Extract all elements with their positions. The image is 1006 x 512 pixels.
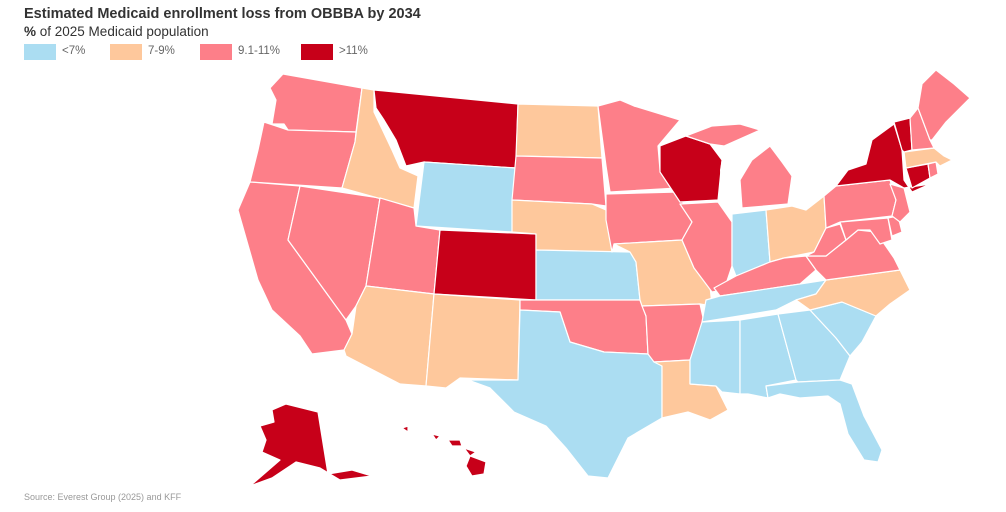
legend-label-top: >11% [339,45,368,57]
legend-label-high: 9.1-11% [238,45,280,57]
state-north-dakota[interactable] [515,103,603,159]
state-alaska[interactable] [249,403,373,487]
state-new-mexico[interactable] [425,293,521,389]
state-idaho[interactable] [341,87,419,209]
source-note: Source: Everest Group (2025) and KFF [24,492,182,502]
state-new-hampshire[interactable] [909,107,935,151]
state-michigan[interactable] [739,145,793,209]
state-wyoming[interactable] [415,161,517,233]
chart-subtitle: % of 2025 Medicaid population [24,24,209,39]
legend-swatch-high [200,44,232,60]
state-colorado[interactable] [433,229,537,301]
state-oregon[interactable] [249,121,357,189]
state-florida[interactable] [765,379,883,463]
legend-swatch-top [301,44,333,60]
subtitle-text: of 2025 Medicaid population [36,24,209,39]
legend-label-low: <7% [62,45,86,57]
state-new-york[interactable] [835,123,931,193]
chart-title: Estimated Medicaid enrollment loss from … [24,6,421,22]
state-maine[interactable] [917,69,971,141]
lake-michigan [720,142,742,214]
state-kansas[interactable] [535,249,641,301]
state-rhode-island[interactable] [927,161,939,179]
state-michigan-upper[interactable] [685,123,761,147]
state-washington[interactable] [269,73,363,133]
subtitle-unit: % [24,24,37,39]
state-south-dakota[interactable] [511,155,607,207]
state-texas[interactable] [467,309,663,479]
legend-swatch-low [24,44,56,60]
legend-label-mid: 7-9% [148,45,175,57]
state-montana[interactable] [373,89,519,169]
legend-swatch-mid [110,44,142,60]
state-massachusetts[interactable] [903,147,953,169]
state-vermont[interactable] [893,117,913,153]
state-hawaii[interactable] [401,425,487,477]
